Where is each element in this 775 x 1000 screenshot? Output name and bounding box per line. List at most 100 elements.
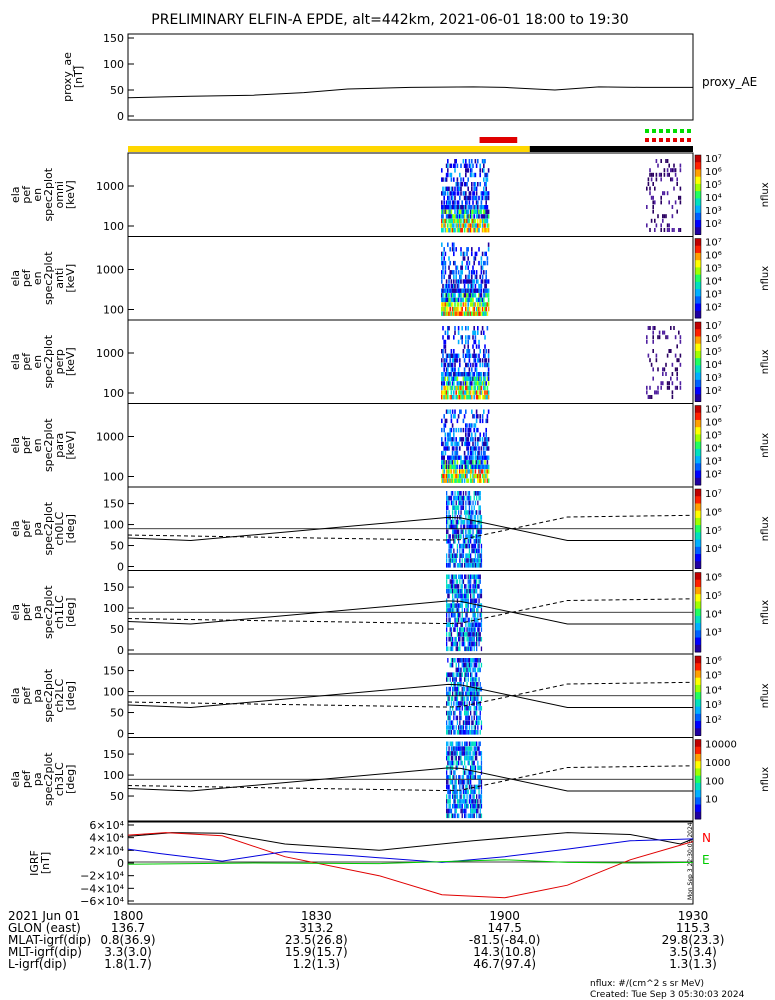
- pitch-angle-cell: [477, 548, 479, 554]
- pitch-angle-cell: [466, 553, 468, 558]
- pitch-angle-cell: [465, 808, 467, 814]
- pitch-angle-cell: [474, 710, 477, 716]
- pitch-angle-cell: [453, 784, 455, 790]
- spectrogram-cell: [468, 288, 471, 293]
- spectrogram-cell: [449, 247, 451, 252]
- pitch-angle-cell: [476, 696, 478, 701]
- pitch-angle-cell: [471, 632, 473, 637]
- spectrogram-cell: [477, 427, 479, 433]
- pitch-angle-cell: [474, 603, 477, 608]
- pitch-angle-cell: [466, 608, 468, 613]
- spectrogram-cell: [479, 376, 481, 381]
- pitch-angle-cell: [462, 505, 465, 510]
- pitch-angle-cell: [474, 539, 477, 544]
- spectrogram-cell: [443, 205, 445, 210]
- pitch-angle-cell: [473, 563, 475, 568]
- pitch-angle-cell: [467, 593, 469, 599]
- spectrogram-cell: [463, 358, 466, 363]
- pitch-angle-cell: [468, 725, 471, 730]
- spectrogram-ylabel-line: para: [53, 433, 66, 458]
- ibo-green-dash: [666, 129, 670, 133]
- footer-row-value: 1830: [301, 909, 332, 923]
- spectrogram-cell: [676, 376, 678, 381]
- spectrogram-cell: [666, 223, 669, 228]
- spectrogram-cell: [457, 288, 460, 293]
- pitch-angle-cell: [450, 730, 453, 735]
- ibo-red-dash: [673, 138, 677, 142]
- spectrogram-cell: [474, 464, 477, 470]
- spectrogram-cell: [474, 311, 477, 316]
- spectrogram-cell: [473, 381, 475, 386]
- spectrogram-cell: [449, 469, 451, 474]
- spectrogram-cell: [457, 182, 460, 187]
- spectrogram-cell: [478, 297, 480, 303]
- spectrogram-cell: [444, 306, 447, 312]
- spectrogram-cell: [473, 339, 475, 345]
- pitch-angle-cell: [477, 622, 479, 628]
- pitch-angle-cell: [461, 760, 463, 766]
- spectrogram-cell: [478, 306, 480, 312]
- spectrogram-cell: [444, 293, 447, 298]
- pitch-angle-cell: [460, 515, 462, 520]
- pitch-angle-cell: [467, 803, 469, 809]
- pitch-angle-cell: [464, 813, 466, 819]
- spectrogram-cell: [443, 455, 445, 460]
- spectrogram-cell: [451, 381, 454, 386]
- spectrogram-cell: [441, 311, 443, 316]
- pitch-angle-cell: [455, 553, 457, 558]
- spectrogram-cell: [486, 441, 489, 447]
- spectrogram-cell: [479, 418, 481, 424]
- pitch-angle-cell: [449, 794, 451, 799]
- pitch-angle-cell: [471, 775, 473, 780]
- pitch-angle-cell: [460, 799, 462, 804]
- pitch-angle-cell: [466, 803, 468, 809]
- pitch-angle-cell: [453, 539, 455, 544]
- pitch-angle-cell: [474, 632, 477, 637]
- pitch-angle-cell: [472, 789, 474, 795]
- spectrogram-cell: [467, 186, 469, 191]
- spectrogram-cell: [441, 381, 443, 386]
- pitch-angle-cell: [462, 799, 465, 804]
- pitch-angle-cell: [465, 553, 467, 558]
- pitch-angle-cell: [465, 715, 467, 721]
- spectrogram-cell: [486, 376, 489, 381]
- footer-row-value: 3.3(3.0): [104, 945, 152, 959]
- spectrogram-cell: [468, 367, 471, 372]
- spectrogram-cell: [461, 372, 463, 377]
- pitch-angle-cell: [447, 677, 449, 682]
- pitch-angle-cell: [471, 760, 473, 766]
- pitch-angle-cell: [455, 588, 457, 594]
- spectrogram-cell: [484, 469, 486, 474]
- pitch-angle-cell: [466, 730, 468, 735]
- spectrogram-cell: [465, 223, 467, 228]
- spectrogram-cell: [652, 376, 654, 381]
- pitch-angle-cell: [476, 510, 478, 515]
- spectrogram-cell: [467, 376, 469, 381]
- pitch-angle-cell: [477, 612, 479, 618]
- spectrogram-cell: [453, 372, 455, 377]
- spectrogram-cell: [441, 427, 443, 433]
- pitch-angle-cell: [468, 574, 471, 580]
- pitch-angle-cell: [449, 803, 451, 809]
- spectrogram-cell: [486, 418, 489, 424]
- spectrogram-cell: [448, 195, 450, 201]
- pitch-angle-cell: [462, 524, 465, 530]
- spectrogram-cell: [469, 362, 472, 368]
- spectrogram-cell: [453, 306, 455, 312]
- spectrogram-cell: [466, 353, 468, 358]
- spectrogram-cell: [454, 205, 456, 210]
- pitch-angle-cell: [466, 510, 468, 515]
- spectrogram-cell: [445, 177, 448, 182]
- spectrogram-cell: [647, 395, 650, 399]
- pitch-angle-cell: [461, 686, 463, 692]
- spectrogram-cell: [453, 469, 455, 474]
- spectrogram-cell: [471, 274, 473, 280]
- spectrogram-cell: [471, 247, 473, 252]
- pitch-angle-cell: [456, 658, 459, 663]
- spectrogram-cell: [472, 446, 474, 451]
- pitch-angle-cell: [470, 755, 472, 761]
- pitch-angle-cell: [472, 608, 474, 613]
- spectrogram-cell: [466, 168, 468, 173]
- spectrogram-cell: [473, 372, 475, 377]
